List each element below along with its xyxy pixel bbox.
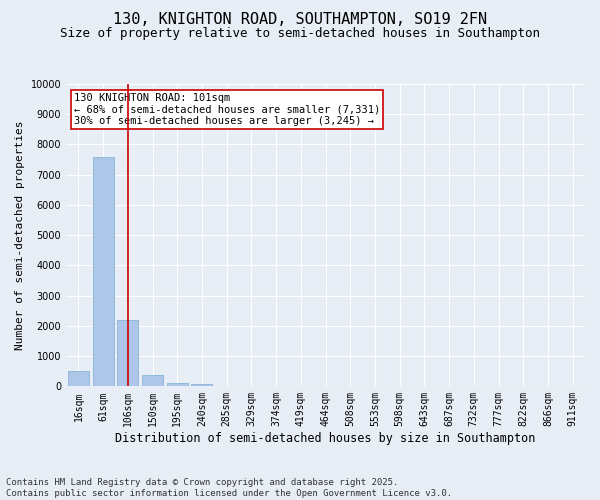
Y-axis label: Number of semi-detached properties: Number of semi-detached properties xyxy=(15,120,25,350)
Bar xyxy=(118,320,139,386)
Bar xyxy=(191,384,212,386)
X-axis label: Distribution of semi-detached houses by size in Southampton: Distribution of semi-detached houses by … xyxy=(115,432,536,445)
Bar xyxy=(167,382,188,386)
Bar xyxy=(68,371,89,386)
Bar xyxy=(142,375,163,386)
Text: Contains HM Land Registry data © Crown copyright and database right 2025.
Contai: Contains HM Land Registry data © Crown c… xyxy=(6,478,452,498)
Text: 130 KNIGHTON ROAD: 101sqm
← 68% of semi-detached houses are smaller (7,331)
30% : 130 KNIGHTON ROAD: 101sqm ← 68% of semi-… xyxy=(74,93,380,126)
Text: Size of property relative to semi-detached houses in Southampton: Size of property relative to semi-detach… xyxy=(60,28,540,40)
Bar xyxy=(92,156,113,386)
Text: 130, KNIGHTON ROAD, SOUTHAMPTON, SO19 2FN: 130, KNIGHTON ROAD, SOUTHAMPTON, SO19 2F… xyxy=(113,12,487,28)
